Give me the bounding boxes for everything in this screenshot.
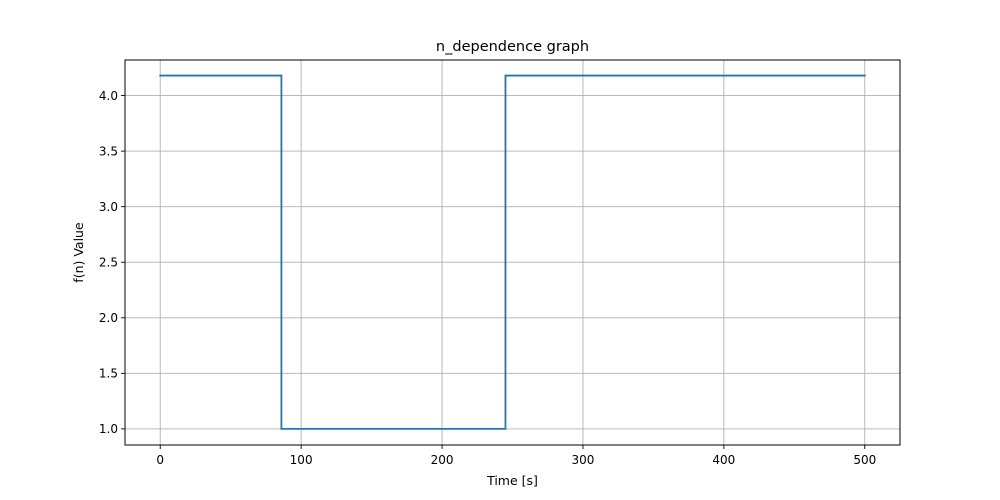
y-tick-label: 4.0	[99, 89, 118, 103]
y-axis-label: f(n) Value	[71, 222, 86, 283]
x-tick-label: 200	[431, 453, 454, 467]
series-layer	[159, 74, 866, 430]
grid	[125, 60, 900, 445]
y-tick-label: 2.5	[99, 255, 118, 269]
x-tick-label: 0	[156, 453, 164, 467]
y-tick-label: 2.0	[99, 311, 118, 325]
series-line	[159, 74, 866, 430]
y-tick-label: 1.0	[99, 422, 118, 436]
x-axis-label: Time [s]	[486, 473, 538, 488]
x-tick-label: 400	[712, 453, 735, 467]
y-tick-label: 3.5	[99, 144, 118, 158]
plot-frame	[124, 59, 901, 446]
x-tick-label: 300	[572, 453, 595, 467]
y-tick-label: 3.0	[99, 200, 118, 214]
x-tick-label: 100	[290, 453, 313, 467]
chart-title: n_dependence graph	[436, 39, 589, 55]
y-tick-label: 1.5	[99, 367, 118, 381]
ticks: 0 100 200 300 400 500 1.0 1.5 2.0 2.5 3.0 3.5 4.0	[99, 89, 876, 467]
x-tick-label: 500	[853, 453, 876, 467]
